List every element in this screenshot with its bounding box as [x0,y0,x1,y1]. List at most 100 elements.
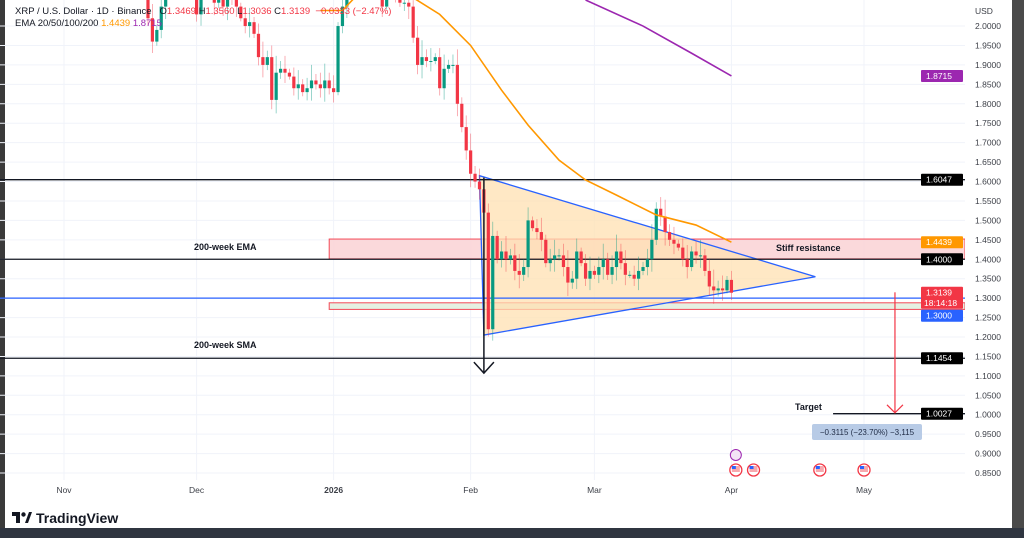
symbol-row: XRP / U.S. Dollar · 1D · Binance O1.3469… [15,6,391,18]
ema-lines [320,0,732,243]
candle-body [150,18,154,42]
candle-body [292,76,296,89]
candle-body [469,150,473,174]
price-badge [921,407,963,420]
measure-box [812,424,922,440]
us-flag-event-icon-canton [815,466,820,469]
candle-body [420,57,424,65]
price-lines [0,179,965,415]
price-tick-label: 1.2500 [975,313,1001,323]
candle-body [517,270,521,275]
high-label: H [198,6,206,17]
ema-row: EMA 20/50/100/200 1.4439 1.8715 [15,18,391,30]
candle-body [650,239,654,260]
ema-label: EMA 20/50/100/200 [15,18,99,29]
event-markers[interactable] [729,449,871,477]
candle-body [654,208,658,240]
ema-slow-value: 1.8715 [132,18,162,29]
candle-body [256,33,261,58]
price-chart[interactable]: 200-week EMA Stiff resistance 200-week S… [0,0,1012,528]
candle-body [416,37,420,65]
price-tick-label: 1.5500 [975,196,1001,206]
candle-body [623,263,627,275]
candle-body [491,235,495,330]
candle-body [553,255,557,260]
candle-body [248,22,252,27]
candle-body [486,212,490,330]
month-label: Nov [56,485,72,495]
candle-body [676,243,680,248]
annotations: 200-week EMA Stiff resistance 200-week S… [194,242,922,440]
price-tick-label: 1.6000 [975,177,1001,187]
label-200-week-ema: 200-week EMA [194,242,257,252]
candle-body [561,255,566,268]
candle-body [566,267,570,283]
candle-body [283,68,287,73]
candle-body [164,0,168,7]
candle-body [274,72,278,100]
price-tick-label: 1.8500 [975,79,1001,89]
chart-legend: XRP / U.S. Dollar · 1D · Binance O1.3469… [15,6,391,30]
candle-body [513,255,517,271]
arrows [473,177,904,414]
open-label: O [159,6,167,17]
price-badge [921,236,963,249]
label-target: Target [795,402,822,412]
page-border-bottom [0,528,1024,538]
candle-body [535,228,539,233]
candle-body [442,68,446,89]
low-value: 1.3036 [242,6,272,17]
price-badge-label: 1.6047 [926,175,952,185]
candle-body [243,18,247,27]
candle-body [296,84,300,89]
tradingview-logo[interactable]: TradingView [12,510,118,526]
price-tick-label: 1.0500 [975,390,1001,400]
candle-body [261,57,265,65]
candle-body [199,0,203,15]
price-tick-label: 2.0000 [975,21,1001,31]
candle-body [712,286,716,291]
candle-body [637,270,641,279]
price-axis[interactable]: USD 2.0000 1.9500 1.9000 1.8500 1.8000 1.7500… [965,0,1012,490]
candle-body [385,0,389,7]
candle-body [681,247,685,260]
candle-body [402,2,406,4]
candle-body [619,251,623,264]
candle-body [265,57,269,65]
candle-body [239,6,243,19]
candle-body [424,57,429,62]
candle-body [592,270,596,275]
candle-body [429,61,433,63]
candle-body [707,270,711,287]
time-axis[interactable]: Nov Dec 2026 Feb Mar Apr May [56,485,872,495]
candle-body [694,251,698,256]
candle-body [601,259,605,268]
price-tick-label: 1.3000 [975,293,1001,303]
price-badge [921,69,963,82]
candle-body [301,84,305,93]
price-badge-label: 1.4000 [926,254,952,264]
projection-arrow-head [473,361,495,375]
candle-body [195,0,199,15]
candle-body [318,84,322,89]
candle-body [278,68,283,73]
candle-body [438,57,442,89]
candle-body [628,274,632,276]
candle-body [544,239,548,264]
candle-body [720,288,725,291]
price-badge [921,309,963,322]
price-tick-label: 1.4000 [975,254,1001,264]
tradingview-logo-text: TradingView [36,510,119,526]
price-tick-label: 1.3500 [975,274,1001,284]
price-axis-bg [965,0,1012,490]
candle-body [526,220,530,268]
candles [146,0,734,341]
price-tick-label: 1.5000 [975,215,1001,225]
ohlc-values: O1.3469 H1.3560 L1.3036 C1.3139 −0.0333 … [154,6,392,17]
close-label: C [274,6,282,17]
candle-body [672,239,676,244]
tradingview-logo-icon [12,512,32,523]
month-label: Feb [463,485,478,495]
price-tick-label: 1.4500 [975,235,1001,245]
